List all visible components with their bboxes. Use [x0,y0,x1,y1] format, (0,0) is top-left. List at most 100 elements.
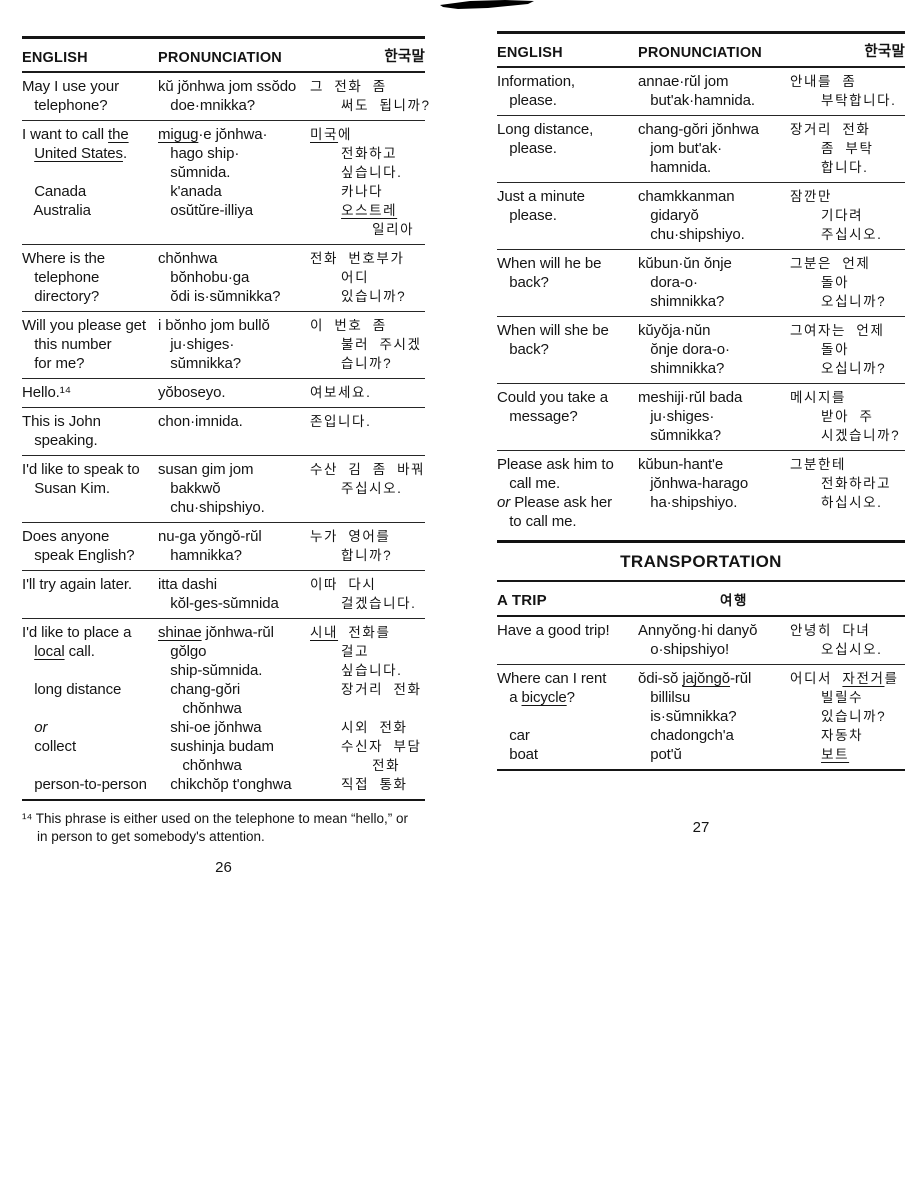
text-line: 수산 김 좀 바꿔 [310,462,426,477]
english-cell: Please ask him to call me. or Please ask … [497,455,638,531]
text-line: or Please ask her [497,494,613,511]
text-line: gŏlgo [158,643,207,660]
text-line: 수신자 부담 [310,739,422,754]
text-line: 하십시오. [790,495,883,510]
phrase-row: I'll try again later. itta dashi kŏl-ges-… [22,571,425,619]
page-number-left: 26 [215,859,232,876]
text-line: Long distance, [497,121,594,138]
pronunciation-cell: Annyŏng·hi danyŏ o·shipshiyo! [638,621,790,659]
text-line: 시겠습니까? [790,428,901,443]
text-line: 그여자는 언제 [790,323,885,338]
text-line: shimnikka? [638,360,725,377]
text-line: 오십니까? [790,361,887,376]
text-line: please. [497,207,557,224]
subtable-korean-label: 여행 [720,593,749,608]
text-line: bakkwŏ [158,480,221,497]
text-line [22,163,158,182]
english-cell: Just a minute please. [497,187,638,244]
text-line: call me. [497,475,561,492]
korean-cell: 어디서 자전거를 빌릴수 있습니까? 자동차 보트 [790,669,905,764]
text-line: boat [497,746,538,763]
english-cell: Long distance, please. [497,120,638,177]
text-line: 전화하라고 [790,476,892,491]
korean-cell: 그분한테 전화하라고 하십시오. [790,455,905,531]
phrase-row: Where is the telephone directory? chŏnhwa… [22,245,425,312]
korean-cell: 전화 번호부가 어디 있습니까? [310,249,425,306]
text-line: 그분한테 [790,457,847,472]
pronunciation-cell: chŏnhwa bŏnhobu·ga ŏdi is·sŭmnikka? [158,249,310,306]
text-line: 여보세요. [310,385,372,400]
text-line: 안내를 좀 [790,74,857,89]
pronunciation-cell: chang-gŏri jŏnhwa jom but'ak· hamnida. [638,120,790,177]
text-line: chŏnhwa [158,250,218,267]
text-line: to call me. [497,513,577,530]
text-line: Have a good trip! [497,622,610,639]
korean-cell: 잠깐만 기다려 주십시오. [790,187,905,244]
text-line: 빌릴수 [790,690,864,705]
text-line: car [497,727,530,744]
phrase-row: I want to call the United States. Canada… [22,121,425,245]
korean-cell: 메시지를 받아 주 시겠습니까? [790,388,905,445]
text-line: hago ship· [158,145,240,162]
text-line: directory? [22,288,100,305]
phrase-row: I'd like to place a local call. long dis… [22,619,425,801]
text-line: 주십시오. [310,481,403,496]
col-header-english: ENGLISH [497,45,563,61]
phrase-row: When will he be back? kŭbun·ŭn ŏnje dora-… [497,250,905,317]
text-line: 써도 됩니까? [310,98,431,113]
korean-cell: 시내 전화를 걸고 싶습니다. 장거리 전화 시외 전화 수신자 부담 전화 직… [310,623,425,794]
footnote-line: ¹⁴ This phrase is either used on the tel… [22,811,409,826]
phrase-row: Will you please get this number for me? i… [22,312,425,379]
english-cell: Could you take a message? [497,388,638,445]
section-heading-transportation: TRANSPORTATION [497,540,905,580]
text-line: 카나다 [310,184,384,199]
korean-cell: 그분은 언제 돌아 오십니까? [790,254,905,311]
phrase-row: May I use your telephone? kŭ jŏnhwa jom s… [22,73,431,121]
text-line: 주십시오. [790,227,883,242]
text-line: Please ask him to [497,456,614,473]
text-line: meshiji·rŭl bada [638,389,743,406]
text-line: ju·shiges· [158,336,235,353]
text-line: 자동차 [790,728,864,743]
phrase-row: Have a good trip! Annyŏng·hi danyŏ o·ship… [497,617,905,665]
korean-cell: 이 번호 좀 불러 주시겠 습니까? [310,316,425,373]
text-line: dora-o· [638,274,698,291]
pronunciation-cell: nu-ga yŏngŏ-rŭl hamnikka? [158,527,310,565]
text-line: chikchŏp t'onghwa [158,776,292,793]
phrase-row: When will she be back? kŭyŏja·nŭn ŏnje do… [497,317,905,384]
text-line: chang-gŏri [158,681,241,698]
text-line [22,661,158,680]
text-line: chu·shipshiyo. [638,226,745,243]
korean-cell: 안내를 좀 부탁합니다. [790,72,905,110]
text-line: speak English? [22,547,135,564]
text-line: chŏnhwa [158,757,242,774]
text-line: kŭbun-hant'e [638,456,724,473]
text-line: 이따 다시 [310,577,377,592]
text-line: 미국에 [310,127,353,142]
text-line: shinae jŏnhwa-rŭl [158,624,274,641]
text-line: osŭtŭre-illiya [158,202,254,219]
footnote: ¹⁴ This phrase is either used on the tel… [22,810,425,845]
text-line: chadongch'a [638,727,734,744]
text-line [497,707,638,726]
pronunciation-cell: chon·imnida. [158,412,310,450]
pronunciation-cell: kŭyŏja·nŭn ŏnje dora-o· shimnikka? [638,321,790,378]
english-cell: Will you please get this number for me? [22,316,158,373]
phrase-row: Just a minute please. chamkkanman gidaryŏ… [497,183,905,250]
text-line: jom but'ak· [638,140,722,157]
korean-cell: 그여자는 언제 돌아 오십니까? [790,321,905,378]
phrase-row: Information, please. annae·rŭl jom but'ak… [497,68,905,116]
text-line: kŏl-ges-sŭmnida [158,595,279,612]
col-header-pronunciation: PRONUNCIATION [158,50,282,66]
korean-cell: 장거리 전화 좀 부탁 합니다. [790,120,905,177]
text-line: 걸겠습니다. [310,596,417,611]
text-line: gidaryŏ [638,207,699,224]
text-line: ha·shipshiyo. [638,494,738,511]
text-line: but'ak·hamnida. [638,92,755,109]
text-line: I'd like to place a [22,624,132,641]
text-line: Where can I rent [497,670,607,687]
english-cell: When will he be back? [497,254,638,311]
text-line: Hello.¹⁴ [22,384,71,401]
text-line: 싶습니다. [310,165,403,180]
english-cell: Information, please. [497,72,638,110]
